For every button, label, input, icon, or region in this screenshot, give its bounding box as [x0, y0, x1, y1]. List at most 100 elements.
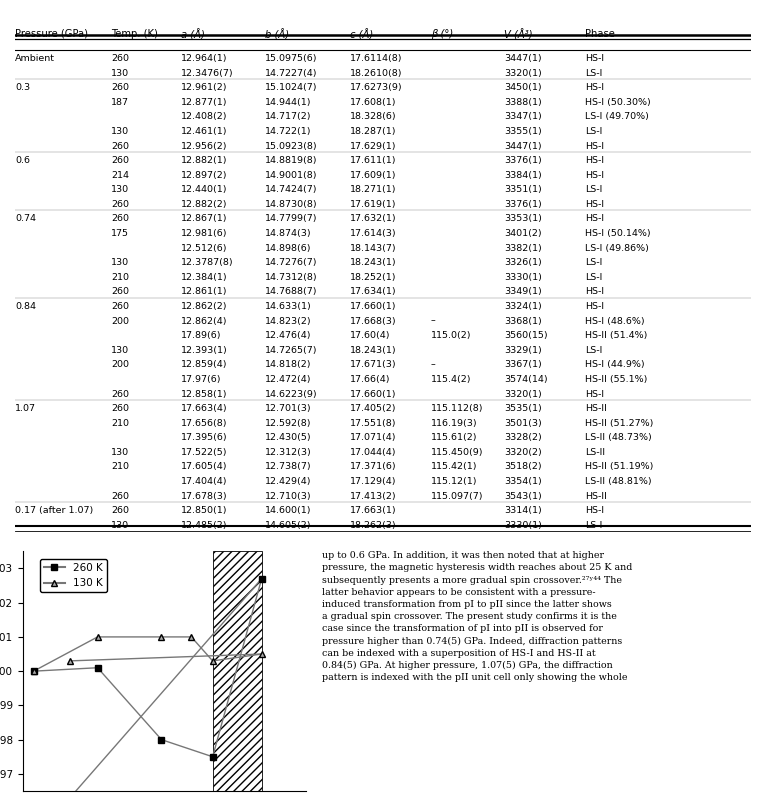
Text: HS-I (48.6%): HS-I (48.6%)	[585, 316, 645, 326]
Text: 14.823(2): 14.823(2)	[265, 316, 312, 326]
Text: LS-II (48.81%): LS-II (48.81%)	[585, 477, 652, 486]
Text: 12.858(1): 12.858(1)	[181, 390, 228, 399]
Text: 3329(1): 3329(1)	[504, 346, 542, 355]
Text: 18.143(7): 18.143(7)	[350, 244, 397, 252]
Text: 3450(1): 3450(1)	[504, 83, 542, 92]
Text: LS-I: LS-I	[585, 127, 603, 136]
Text: 260: 260	[111, 390, 129, 399]
Text: 14.7276(7): 14.7276(7)	[265, 258, 318, 267]
Text: 17.663(4): 17.663(4)	[181, 404, 228, 413]
Text: up to 0.6 GPa. In addition, it was then noted that at higher
pressure, the magne: up to 0.6 GPa. In addition, it was then …	[322, 551, 632, 682]
Text: 12.867(1): 12.867(1)	[181, 214, 228, 224]
Text: 17.60(4): 17.60(4)	[350, 331, 391, 340]
Text: HS-I (50.14%): HS-I (50.14%)	[585, 229, 651, 238]
Text: 17.6273(9): 17.6273(9)	[350, 83, 403, 92]
Text: 14.7799(7): 14.7799(7)	[265, 214, 318, 224]
Text: LS-I (49.86%): LS-I (49.86%)	[585, 244, 649, 252]
Text: 18.328(6): 18.328(6)	[350, 113, 397, 121]
Text: 3349(1): 3349(1)	[504, 288, 542, 296]
Text: 17.656(8): 17.656(8)	[181, 419, 228, 427]
Text: HS-I: HS-I	[585, 141, 604, 150]
Text: 3355(1): 3355(1)	[504, 127, 542, 136]
Text: 3326(1): 3326(1)	[504, 258, 542, 267]
Text: 12.461(1): 12.461(1)	[181, 127, 228, 136]
Text: 17.619(1): 17.619(1)	[350, 200, 397, 209]
Text: 14.717(2): 14.717(2)	[265, 113, 312, 121]
Text: 17.668(3): 17.668(3)	[350, 316, 397, 326]
Text: 260: 260	[111, 156, 129, 165]
Text: 14.9001(8): 14.9001(8)	[265, 171, 318, 180]
Text: 17.605(4): 17.605(4)	[181, 463, 228, 471]
Text: HS-I: HS-I	[585, 214, 604, 224]
Text: 3574(14): 3574(14)	[504, 375, 548, 384]
Text: 17.660(1): 17.660(1)	[350, 302, 397, 311]
Text: 115.61(2): 115.61(2)	[430, 433, 477, 443]
Text: V (Å³): V (Å³)	[504, 29, 533, 41]
Text: 12.472(4): 12.472(4)	[265, 375, 312, 384]
Text: 18.243(1): 18.243(1)	[350, 346, 397, 355]
Text: LS-I (49.70%): LS-I (49.70%)	[585, 113, 649, 121]
Text: 3320(2): 3320(2)	[504, 448, 542, 457]
Text: 14.7312(8): 14.7312(8)	[265, 272, 318, 282]
Text: HS-I: HS-I	[585, 171, 604, 180]
Text: 14.6223(9): 14.6223(9)	[265, 390, 318, 399]
Text: 3535(1): 3535(1)	[504, 404, 542, 413]
Text: 12.485(2): 12.485(2)	[181, 521, 228, 530]
Text: HS-II (51.4%): HS-II (51.4%)	[585, 331, 647, 340]
Text: Temp. (K): Temp. (K)	[111, 29, 158, 39]
Text: 17.413(2): 17.413(2)	[350, 491, 397, 501]
Text: 260: 260	[111, 288, 129, 296]
Text: 17.608(1): 17.608(1)	[350, 97, 397, 107]
Text: 0.74: 0.74	[15, 214, 36, 224]
Text: HS-II (55.1%): HS-II (55.1%)	[585, 375, 647, 384]
Text: 14.898(6): 14.898(6)	[265, 244, 312, 252]
Text: LS-II: LS-II	[585, 448, 605, 457]
Text: 15.1024(7): 15.1024(7)	[265, 83, 318, 92]
Text: 18.287(1): 18.287(1)	[350, 127, 397, 136]
Text: 15.0923(8): 15.0923(8)	[265, 141, 318, 150]
Text: 12.512(6): 12.512(6)	[181, 244, 228, 252]
Text: LS-I: LS-I	[585, 185, 603, 194]
Text: 17.634(1): 17.634(1)	[350, 288, 397, 296]
Text: 18.262(3): 18.262(3)	[350, 521, 397, 530]
Text: HS-I: HS-I	[585, 302, 604, 311]
Text: 130: 130	[111, 69, 129, 78]
Text: 12.961(2): 12.961(2)	[181, 83, 228, 92]
Text: 3330(1): 3330(1)	[504, 521, 542, 530]
Text: HS-II (51.19%): HS-II (51.19%)	[585, 463, 653, 471]
Text: HS-I: HS-I	[585, 288, 604, 296]
Text: 12.3787(8): 12.3787(8)	[181, 258, 234, 267]
Text: β (°): β (°)	[430, 29, 453, 39]
Text: 17.522(5): 17.522(5)	[181, 448, 228, 457]
Text: 12.956(2): 12.956(2)	[181, 141, 228, 150]
Text: 210: 210	[111, 272, 129, 282]
Text: 12.964(1): 12.964(1)	[181, 54, 228, 63]
Text: 3351(1): 3351(1)	[504, 185, 542, 194]
Text: LS-I: LS-I	[585, 272, 603, 282]
Text: a (Å): a (Å)	[181, 29, 205, 41]
Text: 12.850(1): 12.850(1)	[181, 507, 228, 515]
Text: 175: 175	[111, 229, 129, 238]
Text: Pressure (GPa): Pressure (GPa)	[15, 29, 88, 39]
Text: 130: 130	[111, 127, 129, 136]
Text: 260: 260	[111, 54, 129, 63]
Text: 3382(1): 3382(1)	[504, 244, 542, 252]
Text: 17.632(1): 17.632(1)	[350, 214, 397, 224]
Text: 12.429(4): 12.429(4)	[265, 477, 312, 486]
Text: 12.408(2): 12.408(2)	[181, 113, 228, 121]
Text: 14.7265(7): 14.7265(7)	[265, 346, 318, 355]
Text: 115.0(2): 115.0(2)	[430, 331, 471, 340]
Text: HS-II (51.27%): HS-II (51.27%)	[585, 419, 653, 427]
Text: 14.7424(7): 14.7424(7)	[265, 185, 318, 194]
Text: 14.7227(4): 14.7227(4)	[265, 69, 318, 78]
Text: 3353(1): 3353(1)	[504, 214, 542, 224]
Text: HS-I: HS-I	[585, 390, 604, 399]
Legend: 260 K, 130 K: 260 K, 130 K	[40, 559, 106, 592]
Text: HS-I (50.30%): HS-I (50.30%)	[585, 97, 651, 107]
Text: 12.384(1): 12.384(1)	[181, 272, 228, 282]
Text: 3324(1): 3324(1)	[504, 302, 542, 311]
Text: 17.678(3): 17.678(3)	[181, 491, 228, 501]
Text: 17.97(6): 17.97(6)	[181, 375, 221, 384]
Text: 3376(1): 3376(1)	[504, 156, 542, 165]
Text: 214: 214	[111, 171, 129, 180]
